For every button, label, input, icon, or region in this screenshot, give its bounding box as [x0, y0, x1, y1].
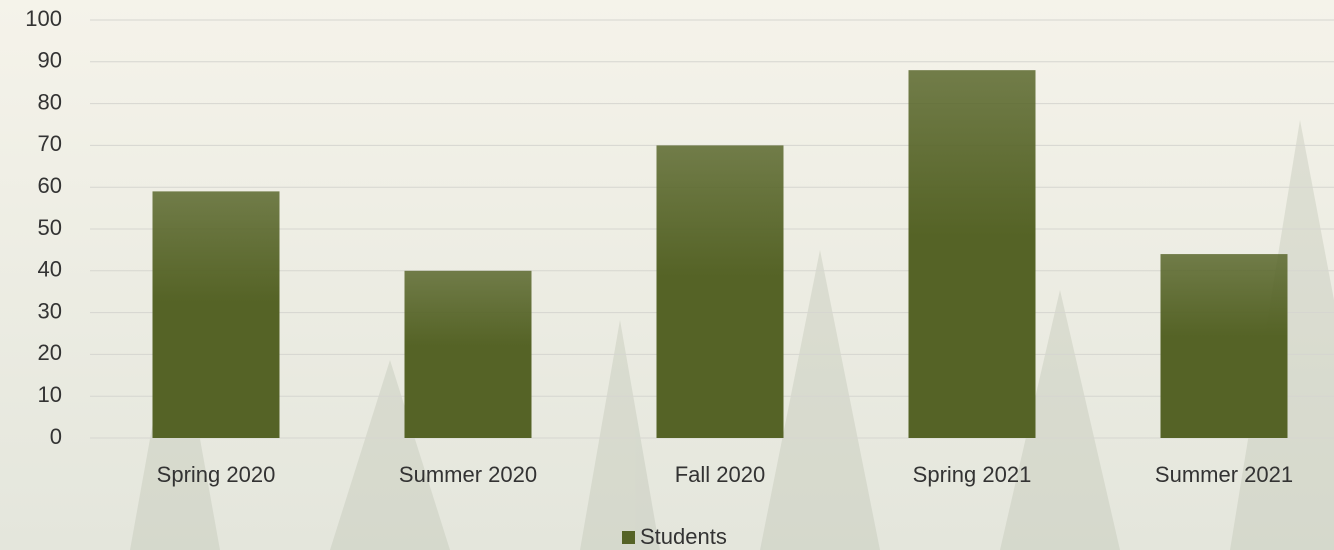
- y-tick-label: 90: [38, 48, 62, 73]
- y-tick-label: 40: [38, 257, 62, 282]
- x-tick-label: Summer 2021: [1155, 462, 1293, 487]
- legend-label: Students: [640, 524, 727, 549]
- bar: [153, 191, 280, 438]
- y-tick-label: 100: [25, 6, 62, 31]
- y-tick-label: 70: [38, 131, 62, 156]
- legend-swatch: [622, 531, 635, 544]
- y-tick-label: 10: [38, 382, 62, 407]
- bar: [405, 271, 532, 438]
- y-tick-label: 0: [50, 424, 62, 449]
- y-tick-label: 80: [38, 89, 62, 114]
- y-tick-label: 30: [38, 298, 62, 323]
- bar: [657, 145, 784, 438]
- bar: [909, 70, 1036, 438]
- y-tick-label: 60: [38, 173, 62, 198]
- x-tick-label: Fall 2020: [675, 462, 766, 487]
- y-tick-label: 50: [38, 215, 62, 240]
- x-tick-label: Spring 2020: [157, 462, 276, 487]
- bar: [1161, 254, 1288, 438]
- chart: 0 10 20 30 40 50 60 70 80 90 100 Spring 2020 Summer …: [0, 0, 1334, 550]
- x-tick-label: Summer 2020: [399, 462, 537, 487]
- x-tick-label: Spring 2021: [913, 462, 1032, 487]
- y-tick-label: 20: [38, 340, 62, 365]
